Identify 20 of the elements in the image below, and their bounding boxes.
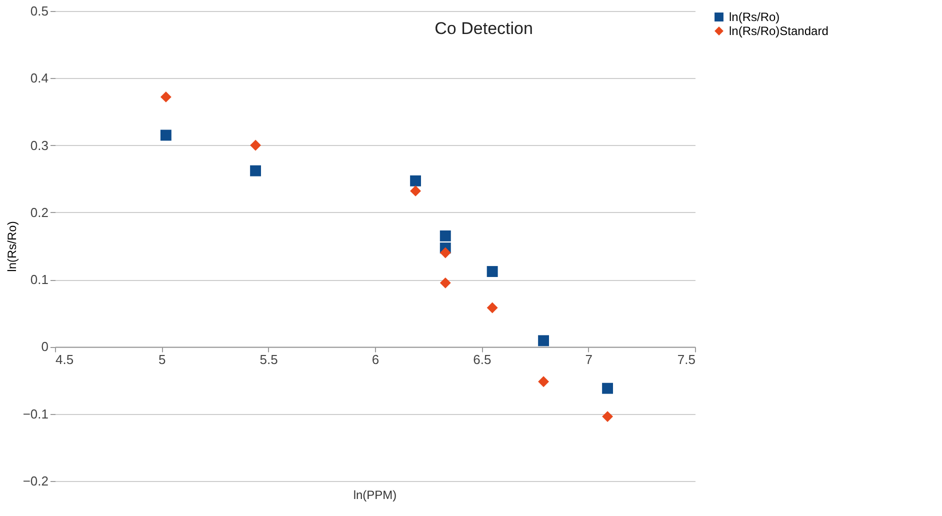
x-tick-label: 5 xyxy=(158,352,166,368)
y-tick-label: 0.3 xyxy=(30,138,48,153)
x-tick-label: 6.5 xyxy=(473,352,492,368)
x-axis-title: ln(PPM) xyxy=(353,488,397,502)
y-axis-title: ln(Rs/Ro) xyxy=(4,221,19,272)
y-tick-label: 0.5 xyxy=(30,4,48,18)
x-tick-label: 7 xyxy=(585,352,592,368)
x-tick-label: 5.5 xyxy=(260,352,278,368)
y-tick-label: −0.2 xyxy=(22,474,48,488)
y-tick-label: −0.1 xyxy=(22,406,48,422)
y-tick-label: 0.2 xyxy=(30,204,48,220)
y-tick-label: 0.4 xyxy=(30,70,48,86)
x-tick-label: 6 xyxy=(372,352,380,368)
y-tick-label: 0.1 xyxy=(30,272,48,288)
legend-label: ln(Rs/Ro) xyxy=(729,10,780,24)
text: Co Detection xyxy=(434,19,533,38)
x-tick-label: 7.5 xyxy=(677,352,696,368)
y-tick-label: 0 xyxy=(41,339,48,354)
legend-label: ln(Rs/Ro)Standard xyxy=(729,24,828,38)
x-tick-label: 4.5 xyxy=(56,352,74,368)
